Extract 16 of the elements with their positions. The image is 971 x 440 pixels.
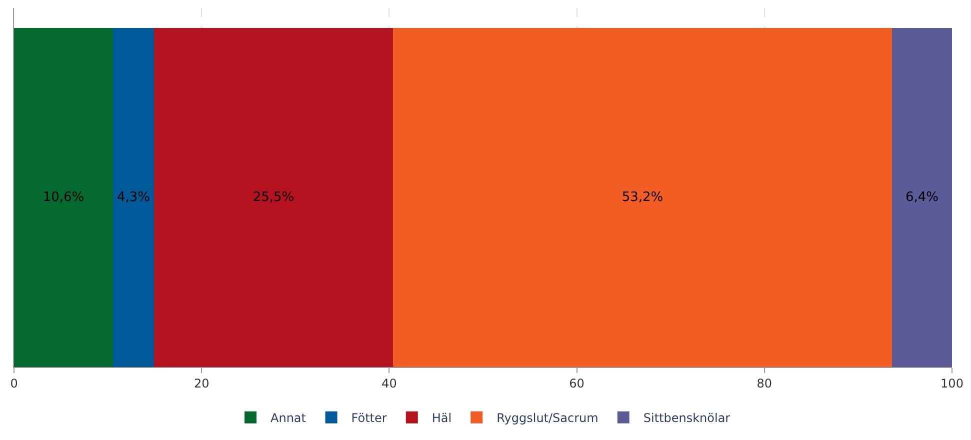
legend-label: Häl <box>432 411 452 426</box>
x-tick-label: 60 <box>569 376 584 390</box>
data-label: 10,6% <box>42 190 84 205</box>
data-label: 4,3% <box>116 190 150 205</box>
legend-label: Fötter <box>351 411 387 426</box>
x-tick-label: 100 <box>940 376 964 390</box>
x-tick-label: 0 <box>10 376 18 390</box>
legend-label: Annat <box>270 411 306 426</box>
x-tick-label: 20 <box>194 376 210 390</box>
x-tick-label: 80 <box>756 376 772 390</box>
data-label: 6,4% <box>905 190 939 205</box>
data-label: 25,5% <box>252 190 294 205</box>
x-tick-label: 40 <box>382 376 397 390</box>
legend-label: Ryggslut/Sacrum <box>496 411 598 426</box>
legend-label: Sittbensknölar <box>643 411 730 426</box>
data-label: 53,2% <box>622 190 664 205</box>
